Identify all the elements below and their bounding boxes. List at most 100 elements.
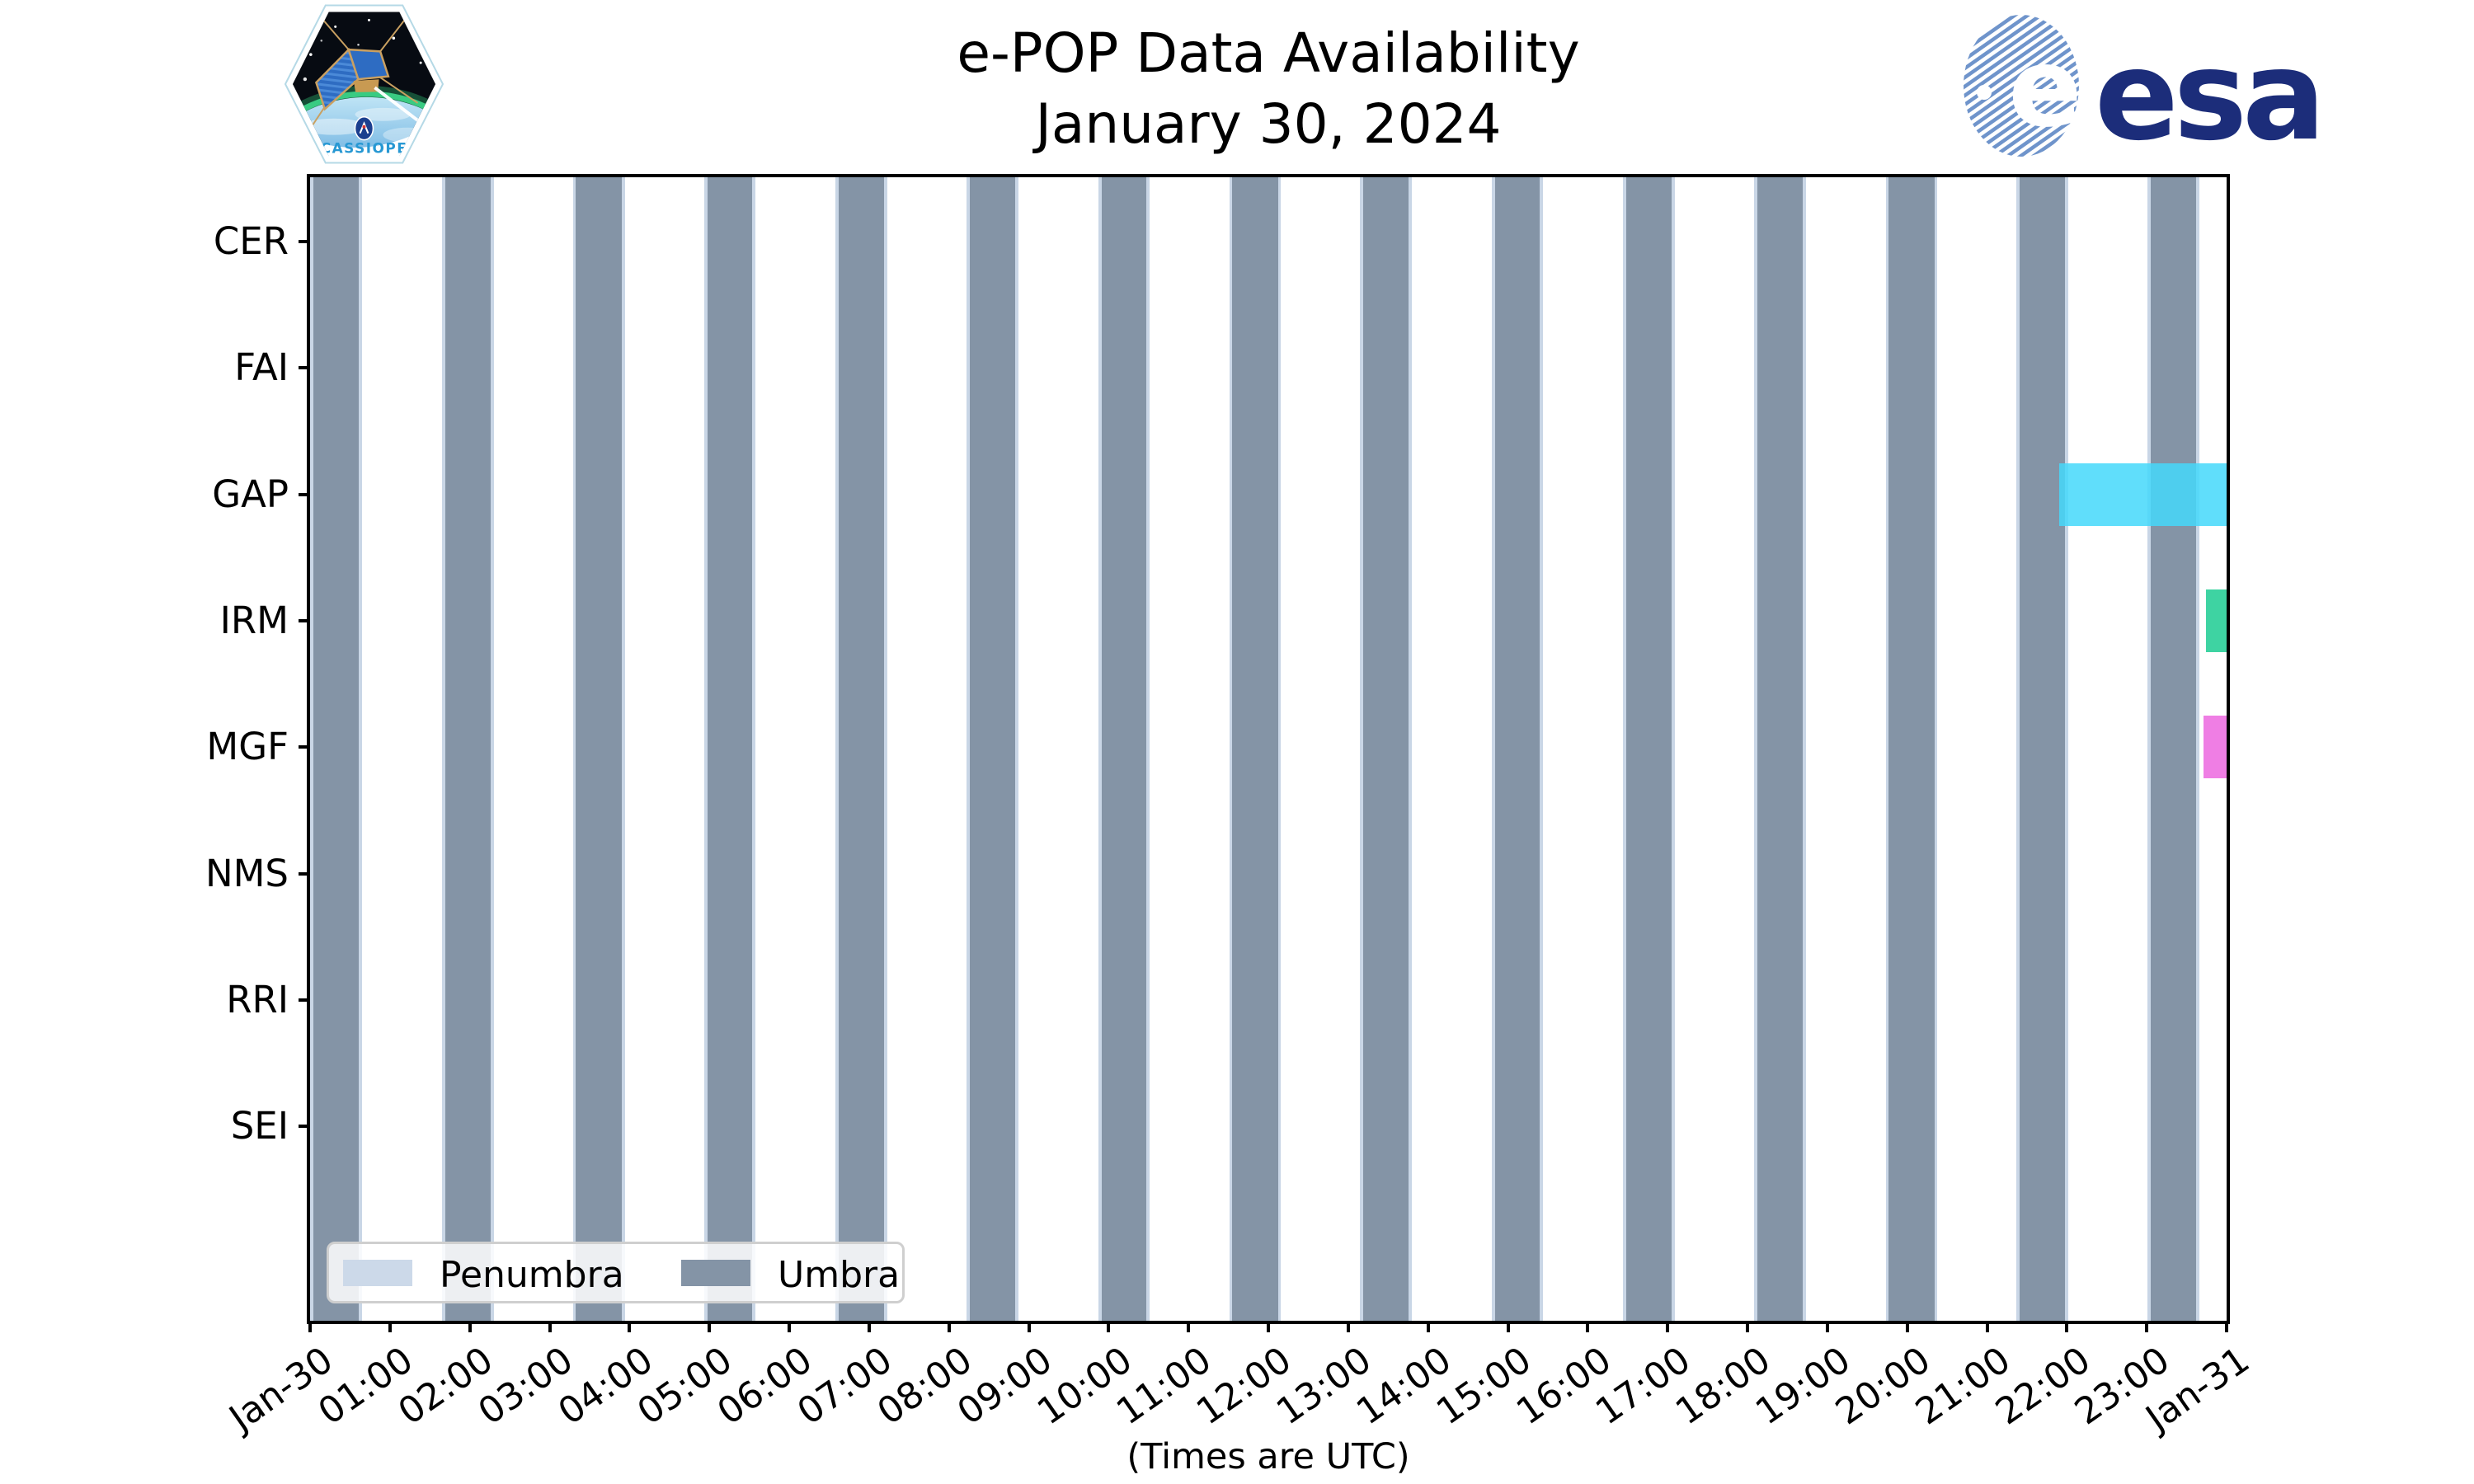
umbra-bar: [1888, 177, 1935, 1321]
penumbra-strip: [1934, 177, 1938, 1321]
x-tick: [628, 1321, 632, 1332]
umbra-bar: [708, 177, 753, 1321]
penumbra-strip: [1098, 177, 1102, 1321]
instrument-bar-irm: [2205, 589, 2227, 652]
x-tick: [388, 1321, 392, 1332]
y-tick: [299, 366, 310, 370]
penumbra-legend-swatch: [343, 1260, 412, 1286]
instrument-bar-gap: [2058, 463, 2227, 526]
x-tick-label-text: 15:00: [1428, 1339, 1539, 1434]
penumbra-strip: [1622, 177, 1626, 1321]
x-tick: [1107, 1321, 1111, 1332]
x-tick: [2225, 1321, 2228, 1332]
penumbra-strip: [1229, 177, 1233, 1321]
x-tick: [867, 1321, 871, 1332]
y-tick: [299, 871, 310, 876]
penumbra-strip: [2016, 177, 2020, 1321]
x-axis-label: (Times are UTC): [1126, 1436, 1410, 1477]
penumbra-strip: [1672, 177, 1675, 1321]
umbra-bar: [313, 177, 360, 1321]
penumbra-strip: [2196, 177, 2200, 1321]
y-tick-label-rri: RRI: [226, 977, 289, 1021]
umbra-bar: [444, 177, 491, 1321]
x-tick-label-text: 21:00: [1907, 1339, 2018, 1434]
y-tick-label-nms: NMS: [205, 851, 289, 895]
x-tick: [2145, 1321, 2149, 1332]
x-tick: [308, 1321, 312, 1332]
legend: Penumbra Umbra: [327, 1242, 905, 1303]
umbra-legend-swatch: [681, 1260, 750, 1286]
penumbra-strip: [835, 177, 840, 1321]
y-tick: [299, 998, 310, 1002]
x-tick-label-text: 09:00: [949, 1339, 1060, 1434]
y-tick: [299, 745, 310, 749]
x-tick: [1746, 1321, 1749, 1332]
x-tick: [468, 1321, 472, 1332]
x-tick-label-text: 20:00: [1827, 1339, 1938, 1434]
x-tick: [1666, 1321, 1670, 1332]
y-tick: [299, 618, 310, 622]
y-tick-label-fai: FAI: [234, 345, 289, 390]
x-tick: [1586, 1321, 1590, 1332]
y-tick: [299, 1125, 310, 1129]
umbra-bar: [1232, 177, 1278, 1321]
penumbra-strip: [1277, 177, 1282, 1321]
penumbra-strip: [2147, 177, 2151, 1321]
instrument-bar-mgf: [2203, 716, 2227, 779]
esa-logo-icon: e esa: [1964, 15, 2326, 162]
x-tick: [1426, 1321, 1430, 1332]
y-tick-label-gap: GAP: [212, 472, 289, 516]
umbra-bar: [969, 177, 1016, 1321]
x-tick: [1346, 1321, 1350, 1332]
penumbra-legend-label: Penumbra: [440, 1254, 624, 1296]
penumbra-strip: [441, 177, 445, 1321]
x-tick: [1825, 1321, 1829, 1332]
plot-area: [307, 174, 2230, 1324]
penumbra-strip: [1492, 177, 1495, 1321]
x-tick: [788, 1321, 791, 1332]
x-tick: [1905, 1321, 1909, 1332]
x-tick: [1027, 1321, 1031, 1332]
penumbra-strip: [490, 177, 494, 1321]
umbra-bar: [1363, 177, 1409, 1321]
penumbra-strip: [752, 177, 756, 1321]
x-tick: [2065, 1321, 2069, 1332]
x-tick-label-text: 07:00: [789, 1339, 901, 1434]
x-tick-label-text: 08:00: [869, 1339, 980, 1434]
umbra-bar: [1757, 177, 1803, 1321]
umbra-bar: [576, 177, 622, 1321]
x-tick: [1985, 1321, 1989, 1332]
y-tick-label-cer: CER: [213, 219, 289, 263]
penumbra-strip: [1540, 177, 1544, 1321]
penumbra-strip: [704, 177, 708, 1321]
penumbra-strip: [310, 177, 313, 1321]
cassiope-patch-label: CASSIOPE: [321, 140, 408, 157]
umbra-bar: [1495, 177, 1540, 1321]
x-tick: [708, 1321, 712, 1332]
x-tick-label-text: 14:00: [1348, 1339, 1459, 1434]
umbra-bar: [839, 177, 885, 1321]
penumbra-strip: [1753, 177, 1757, 1321]
penumbra-strip: [1360, 177, 1364, 1321]
umbra-bar: [2020, 177, 2066, 1321]
x-tick-label-text: 03:00: [470, 1339, 581, 1434]
x-tick-label-text: 13:00: [1268, 1339, 1380, 1434]
penumbra-strip: [572, 177, 576, 1321]
penumbra-strip: [2065, 177, 2069, 1321]
penumbra-strip: [1409, 177, 1413, 1321]
x-tick: [548, 1321, 552, 1332]
penumbra-strip: [884, 177, 888, 1321]
y-tick: [299, 240, 310, 243]
chart-subtitle: January 30, 2024: [1035, 92, 1502, 156]
y-tick-label-sei: SEI: [230, 1104, 289, 1148]
x-tick-label-text: 01:00: [310, 1339, 421, 1434]
y-tick: [299, 492, 310, 496]
esa-wordmark: esa: [2095, 25, 2321, 162]
y-tick-label-mgf: MGF: [206, 725, 289, 769]
penumbra-strip: [1885, 177, 1889, 1321]
x-tick: [1267, 1321, 1270, 1332]
x-tick-label-text: 19:00: [1747, 1339, 1859, 1434]
penumbra-strip: [966, 177, 970, 1321]
umbra-bar: [1101, 177, 1146, 1321]
cassiope-mission-patch-icon: CASSIOPE: [285, 4, 444, 164]
